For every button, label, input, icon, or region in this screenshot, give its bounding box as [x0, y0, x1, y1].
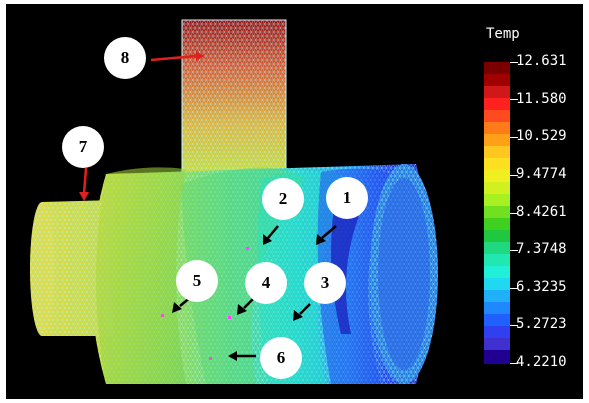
legend-tick: [510, 363, 518, 364]
fem-temperature-model: [30, 19, 510, 384]
callout-6: 6: [260, 337, 302, 379]
legend-color-bar: [484, 62, 510, 364]
legend-tick: [510, 288, 518, 289]
legend-tick: [510, 99, 518, 100]
legend-value: 7.3748: [516, 241, 567, 257]
body-shoulder: [96, 167, 186, 384]
callout-8: 8: [104, 37, 146, 79]
render-viewport: Temp 12.631 11.580 10.529 9.4774 8.4261 …: [6, 4, 583, 399]
legend-value: 11.580: [516, 91, 567, 107]
arrow-7: [82, 167, 88, 195]
legend-value: 4.2210: [516, 354, 567, 370]
legend-value: 10.529: [516, 128, 567, 144]
probe-markers: [161, 247, 249, 360]
band-deep-blue: [331, 190, 366, 334]
arrow-2: [267, 225, 279, 239]
callout-1: 1: [326, 177, 368, 219]
legend-value: 5.2723: [516, 316, 567, 332]
legend-tick: [510, 325, 518, 326]
legend-title: Temp: [486, 26, 520, 42]
arrow-8: [150, 54, 197, 62]
callout-5: 5: [176, 260, 218, 302]
arrow-3: [299, 303, 311, 315]
legend-value: 9.4774: [516, 166, 567, 182]
legend-tick: [510, 213, 518, 214]
callout-4: 4: [245, 262, 287, 304]
callout-3: 3: [304, 262, 346, 304]
callout-7: 7: [62, 126, 104, 168]
band-green: [181, 167, 306, 384]
legend-value: 12.631: [516, 53, 567, 69]
legend-tick: [510, 250, 518, 251]
legend-value: 6.3235: [516, 279, 567, 295]
legend-tick: [510, 137, 518, 138]
callout-2: 2: [262, 178, 304, 220]
arrow-1: [321, 225, 337, 239]
legend-tick: [510, 62, 518, 63]
legend-value: 8.4261: [516, 204, 567, 220]
legend-tick: [510, 175, 518, 176]
